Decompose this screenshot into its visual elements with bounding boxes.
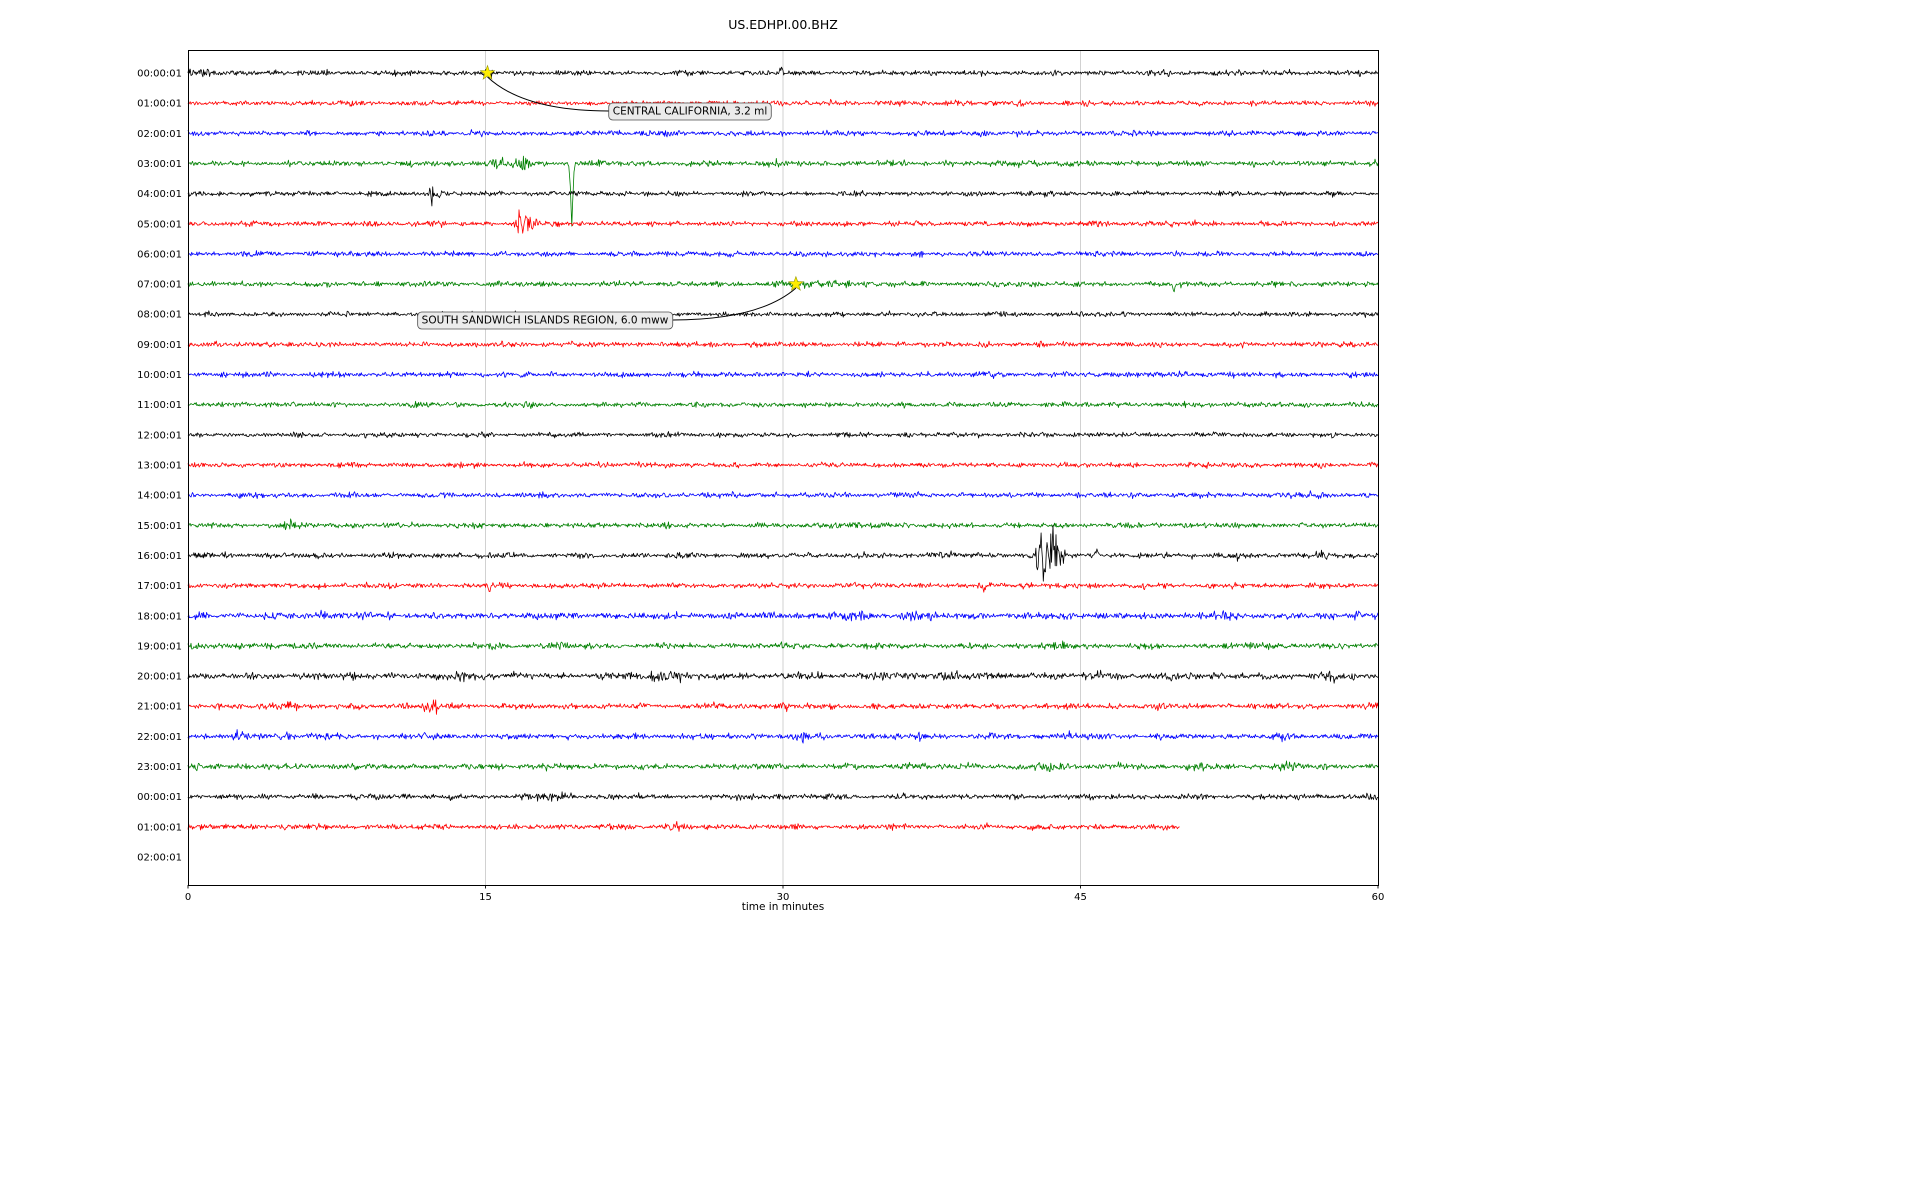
- row-label: 20:00:01: [137, 672, 182, 683]
- seismogram-trace: [187, 518, 1379, 531]
- event-annotation: SOUTH SANDWICH ISLANDS REGION, 6.0 mww: [417, 275, 804, 330]
- seismogram-trace: [187, 669, 1379, 684]
- seismogram-trace: [187, 760, 1379, 772]
- row-label: 13:00:01: [137, 461, 182, 472]
- grid-layer: [485, 50, 1081, 885]
- row-label: 16:00:01: [137, 551, 182, 562]
- axes-border: [188, 50, 1379, 886]
- row-label: 17:00:01: [137, 581, 182, 592]
- row-label: 12:00:01: [137, 430, 182, 441]
- row-label: 10:00:01: [137, 370, 182, 381]
- row-label: 23:00:01: [137, 762, 182, 773]
- seismogram-trace: [187, 129, 1379, 138]
- seismogram-trace: [187, 791, 1378, 802]
- seismogram-trace: [187, 340, 1379, 349]
- row-label: 11:00:01: [137, 400, 182, 411]
- row-label: 00:00:01: [137, 69, 182, 80]
- event-annotation-label: SOUTH SANDWICH ISLANDS REGION, 6.0 mww: [422, 315, 669, 327]
- row-label: 02:00:01: [137, 129, 182, 140]
- seismogram-trace: [187, 250, 1379, 258]
- chart-title: US.EDHPI.00.BHZ: [728, 17, 838, 32]
- x-tick-label: 30: [777, 892, 790, 903]
- seismogram-trace: [187, 400, 1379, 410]
- row-label: 00:00:01: [137, 792, 182, 803]
- seismogram-trace: [187, 431, 1379, 439]
- seismogram-trace: [187, 524, 1379, 582]
- row-label: 18:00:01: [137, 611, 182, 622]
- event-annotation: CENTRAL CALIFORNIA, 3.2 ml: [479, 64, 772, 121]
- row-label: 09:00:01: [137, 340, 182, 351]
- row-label: 01:00:01: [137, 99, 182, 110]
- x-axis-label: time in minutes: [742, 901, 824, 913]
- seismogram-trace: [188, 155, 1379, 227]
- row-label: 21:00:01: [137, 702, 182, 713]
- x-tick-label: 15: [479, 892, 492, 903]
- row-label: 14:00:01: [137, 491, 182, 502]
- seismogram-trace: [187, 370, 1379, 380]
- seismogram-trace: [187, 729, 1379, 744]
- axis-labels-layer: 0 15 30 45 60 00:00:01 01:00:01 02:00:01 03:00:0…: [137, 69, 1384, 904]
- row-label: 02:00:01: [137, 853, 182, 864]
- seismogram-trace: [187, 821, 1180, 832]
- row-label: 06:00:01: [137, 249, 182, 260]
- event-connector-line: [672, 287, 797, 321]
- x-tick-label: 45: [1074, 892, 1087, 903]
- seismogram-trace: [187, 310, 1379, 318]
- seismogram-trace: [187, 98, 1379, 107]
- seismogram-trace: [187, 66, 1379, 79]
- x-tick-label: 0: [185, 892, 191, 903]
- x-tick-label: 60: [1372, 892, 1385, 903]
- seismogram-trace: [187, 699, 1379, 715]
- row-label: 19:00:01: [137, 641, 182, 652]
- row-label: 15:00:01: [137, 521, 182, 532]
- row-label: 04:00:01: [137, 189, 182, 200]
- row-label: 05:00:01: [137, 219, 182, 230]
- event-annotation-box: [608, 102, 772, 121]
- seismogram-trace: [187, 209, 1379, 234]
- seismogram-trace: [187, 640, 1379, 651]
- annotations-layer: CENTRAL CALIFORNIA, 3.2 ml SOUTH SANDWICH…: [417, 64, 804, 330]
- row-label: 08:00:01: [137, 310, 182, 321]
- event-star-icon: [787, 275, 804, 291]
- row-label: 07:00:01: [137, 280, 182, 291]
- row-label: 22:00:01: [137, 732, 182, 743]
- seismogram-trace: [187, 278, 1379, 293]
- traces-layer: [187, 66, 1379, 832]
- event-annotation-label: CENTRAL CALIFORNIA, 3.2 ml: [613, 106, 768, 118]
- seismogram-trace: [187, 461, 1379, 470]
- event-connector-line: [487, 76, 609, 112]
- seismogram-trace: [187, 609, 1379, 622]
- row-label: 01:00:01: [137, 822, 182, 833]
- seismogram-trace: [187, 581, 1379, 593]
- event-star-icon: [479, 64, 496, 80]
- row-label: 03:00:01: [137, 159, 182, 170]
- event-annotation-box: [417, 311, 674, 330]
- seismogram-trace: [187, 186, 1379, 207]
- seismogram-trace: [187, 490, 1379, 500]
